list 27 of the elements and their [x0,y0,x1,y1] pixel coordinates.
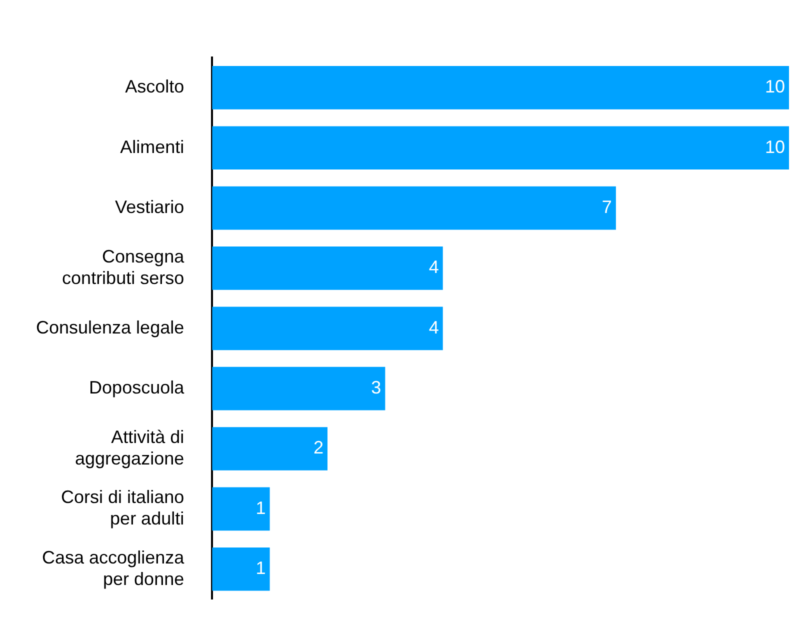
y-tick-label: Corsi di italiano per adulti [61,487,184,529]
data-label: 1 [256,558,266,578]
bar [212,66,789,110]
y-tick-label: Consegna contributi serso [62,246,186,288]
y-tick-label: Vestiario [115,197,184,218]
bar [212,547,270,591]
y-tick-label: Alimenti [120,136,184,157]
data-label: 1 [256,498,266,518]
bar [212,306,443,350]
data-label: 10 [764,136,785,157]
bar [212,366,386,410]
bar [212,126,789,170]
data-label: 10 [764,76,785,97]
data-label: 3 [371,378,382,398]
y-tick-label: Ascolto [125,76,184,97]
bar [212,487,270,531]
data-label: 4 [428,257,439,278]
data-label: 2 [313,438,324,458]
bar [212,186,616,230]
data-label: 7 [602,197,612,218]
data-label: 4 [428,317,439,338]
y-tick-label: Consulenza legale [36,317,184,338]
y-tick-label: Attività di aggregazione [75,426,184,469]
bar [212,246,443,290]
y-tick-label: Casa accoglienza per donne [42,547,186,589]
y-tick-label: Doposcuola [89,378,186,398]
bar [212,427,328,470]
